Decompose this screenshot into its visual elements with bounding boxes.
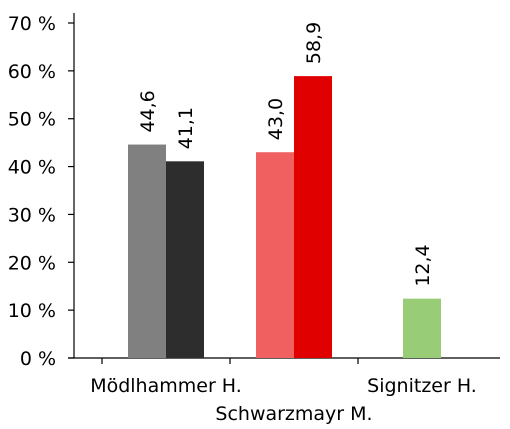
- y-tick-label: 60 %: [8, 61, 56, 83]
- y-tick-label: 50 %: [8, 109, 56, 131]
- bars: [128, 76, 441, 358]
- axes: 0 % 10 % 20 % 30 % 40 % 50 % 60 % 70 % Mödlhamme…: [8, 13, 500, 425]
- bar: [294, 76, 332, 358]
- bar-data-label: 41,1: [175, 107, 197, 149]
- x-category-label: Mödlhammer H.: [90, 375, 242, 397]
- bar-data-label: 58,9: [303, 22, 325, 64]
- y-tick-label: 70 %: [8, 13, 56, 35]
- y-tick-label: 30 %: [8, 204, 56, 226]
- bar: [403, 298, 441, 358]
- bar: [166, 161, 204, 358]
- bar-data-label: 43,0: [265, 98, 287, 140]
- x-category-label: Signitzer H.: [367, 375, 477, 397]
- x-category-label: Schwarzmayr M.: [215, 403, 372, 425]
- y-tick-label: 20 %: [8, 252, 56, 274]
- bar-data-label: 12,4: [412, 244, 434, 286]
- data-labels: 44,6 43,0 41,1 58,9 12,4: [137, 22, 434, 287]
- y-tick-label: 10 %: [8, 300, 56, 322]
- y-tick-label: 0 %: [20, 348, 56, 370]
- y-tick-label: 40 %: [8, 157, 56, 179]
- bar-data-label: 44,6: [137, 90, 159, 132]
- bar: [256, 152, 294, 358]
- bar: [128, 144, 166, 358]
